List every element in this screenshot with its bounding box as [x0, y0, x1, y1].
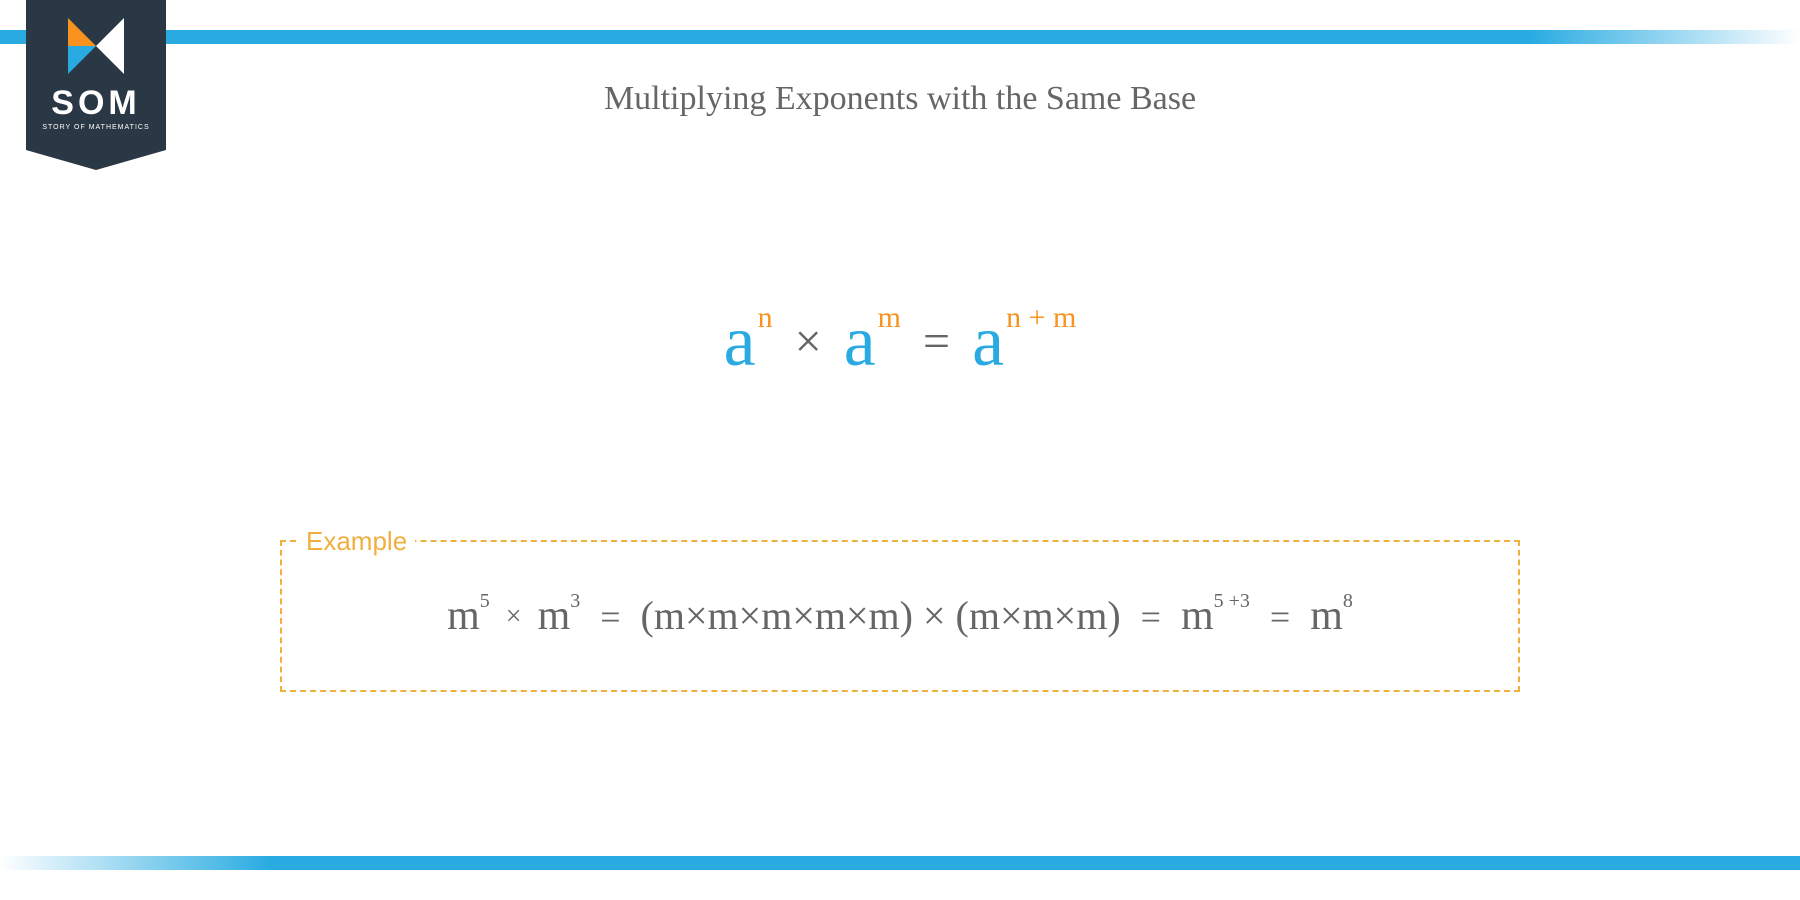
logo-icon — [68, 18, 124, 74]
ex-m2: m — [538, 593, 571, 639]
bottom-accent-bar — [0, 856, 1800, 870]
ex-exp1: 5 — [480, 590, 490, 612]
example-label: Example — [298, 526, 415, 557]
formula-exp-1: n — [758, 301, 773, 334]
ex-res1-exp: 5 +3 — [1214, 590, 1250, 612]
formula-times: × — [795, 315, 822, 368]
ex-eq-2: = — [1141, 597, 1161, 637]
logo-badge: SOM STORY OF MATHEMATICS — [26, 0, 166, 150]
ex-eq-1: = — [600, 597, 620, 637]
formula-equals: = — [923, 315, 950, 368]
formula-base-2: a — [844, 301, 876, 381]
ex-res2-exp: 8 — [1343, 590, 1353, 612]
page-title: Multiplying Exponents with the Same Base — [0, 80, 1800, 118]
ex-res1-base: m — [1181, 593, 1214, 639]
formula-base-3: a — [972, 301, 1004, 381]
ex-times-1: × — [506, 601, 522, 632]
ex-exp2: 3 — [570, 590, 580, 612]
ex-res2-base: m — [1310, 593, 1343, 639]
ex-m1: m — [447, 593, 480, 639]
formula-exp-2: m — [878, 301, 901, 334]
example-equation: m5 × m3 = (m×m×m×m×m) × (m×m×m) = m5 +3 … — [300, 592, 1500, 640]
ex-eq-3: = — [1270, 597, 1290, 637]
example-box: Example m5 × m3 = (m×m×m×m×m) × (m×m×m) … — [280, 540, 1520, 692]
main-formula: an × am = an + m — [0, 300, 1800, 383]
top-accent-bar — [0, 30, 1800, 44]
formula-exp-3: n + m — [1006, 301, 1076, 334]
logo-subtext: STORY OF MATHEMATICS — [26, 124, 166, 131]
ex-expansion: (m×m×m×m×m) × (m×m×m) — [641, 593, 1121, 638]
formula-base-1: a — [724, 301, 756, 381]
logo-text: SOM — [26, 84, 166, 123]
